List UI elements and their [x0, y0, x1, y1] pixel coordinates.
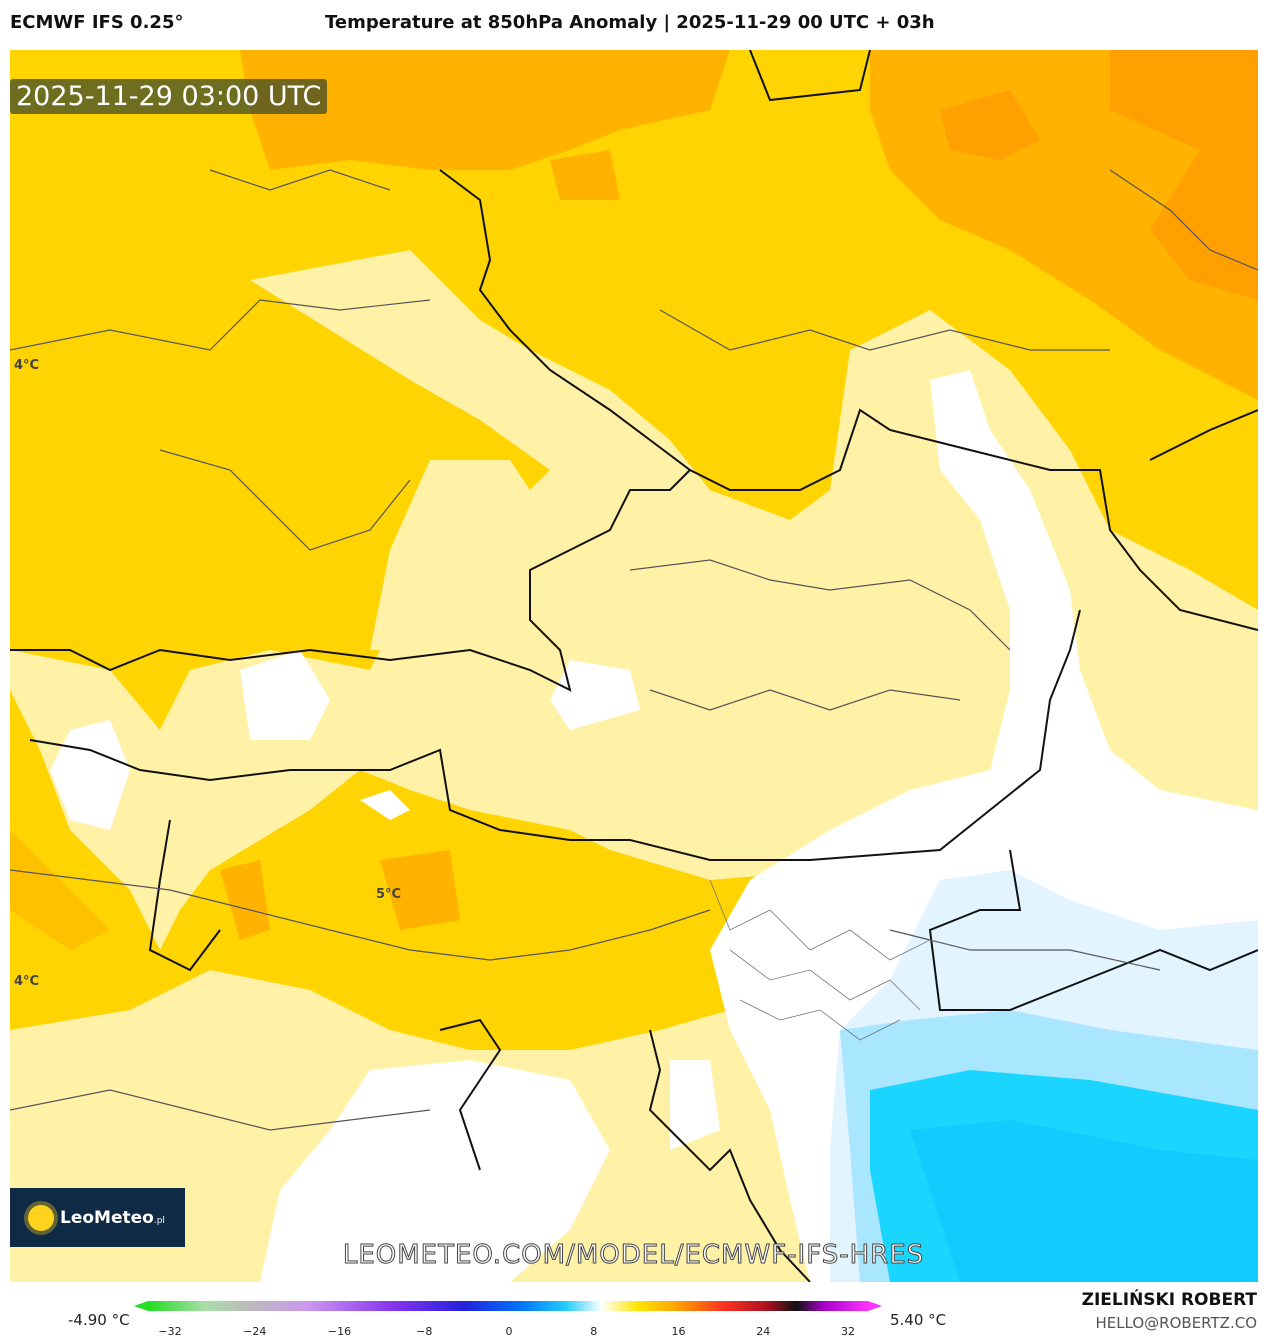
- contour-label: 4°C: [14, 974, 40, 989]
- author: ZIELIŃSKI ROBERT: [1081, 1290, 1257, 1310]
- colorbar-tick-label: 32: [841, 1325, 855, 1338]
- colorbar-tick-label: 24: [756, 1325, 771, 1338]
- contact: HELLO@ROBERTZ.CO: [1095, 1314, 1257, 1332]
- contour-label: 4°C: [14, 358, 40, 373]
- contour-label: 5°C: [376, 887, 402, 902]
- colorbar-tick-label: −8: [416, 1325, 433, 1338]
- logo-icon: [28, 1204, 54, 1231]
- colorbar: [148, 1301, 868, 1311]
- legend-min: -4.90 °C: [68, 1311, 130, 1329]
- colorbar-extend: [134, 1301, 148, 1311]
- timestamp: 2025-11-29 03:00 UTC: [10, 79, 328, 114]
- watermark: LEOMETEO.COM/MODEL/ECMWF-IFS-HRES: [342, 1240, 925, 1271]
- colorbar-tick-label: −32: [158, 1325, 182, 1338]
- logo-name: LeoMeteo: [60, 1207, 154, 1228]
- colorbar-tick-label: 16: [671, 1325, 686, 1338]
- logo[interactable]: LeoMeteo .pl: [10, 1188, 185, 1247]
- colorbar-tick-label: −16: [327, 1325, 352, 1338]
- colorbar-tick-label: 8: [590, 1325, 598, 1338]
- colorbar-tick-label: 0: [505, 1325, 513, 1338]
- map-title: Temperature at 850hPa Anomaly | 2025-11-…: [325, 12, 935, 33]
- colorbar-tick-label: −24: [243, 1325, 267, 1338]
- model-name: ECMWF IFS 0.25°: [10, 12, 184, 33]
- colorbar-extend: [868, 1301, 882, 1311]
- logo-suffix: .pl: [153, 1215, 165, 1226]
- map: [10, 50, 1258, 1282]
- legend-max: 5.40 °C: [890, 1311, 947, 1329]
